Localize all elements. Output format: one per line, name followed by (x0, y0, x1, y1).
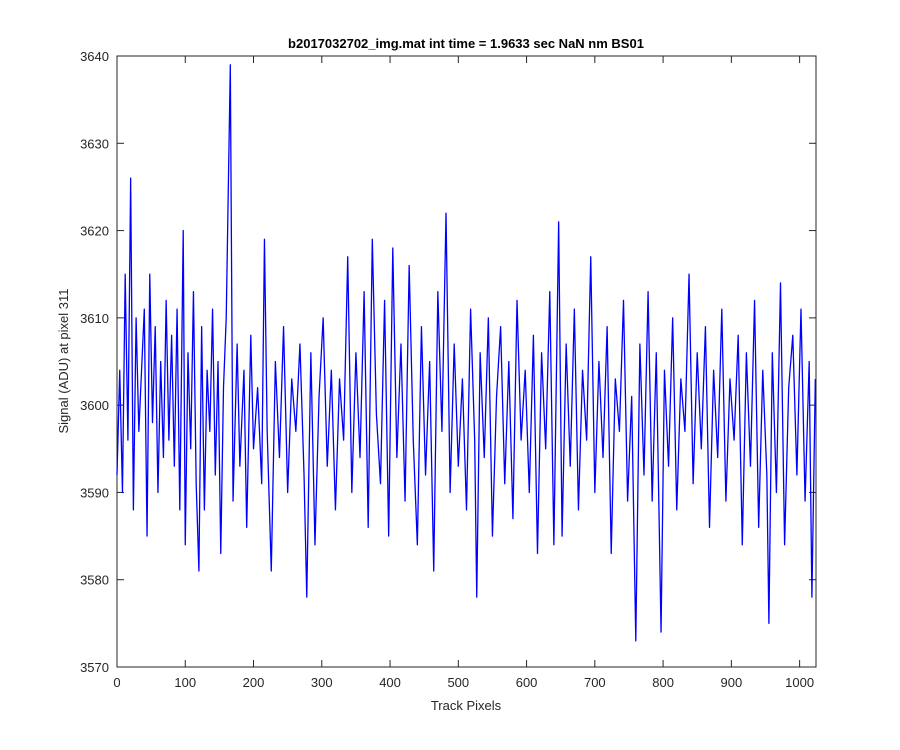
y-axis-label: Signal (ADU) at pixel 311 (56, 289, 71, 434)
x-tick-label: 200 (243, 675, 265, 690)
x-tick-label: 800 (652, 675, 674, 690)
y-tick-label: 3570 (80, 660, 109, 675)
y-tick-label: 3580 (80, 573, 109, 588)
x-tick-label: 400 (379, 675, 401, 690)
y-tick-label: 3600 (80, 398, 109, 413)
x-tick-label: 500 (447, 675, 469, 690)
x-tick-label: 700 (584, 675, 606, 690)
x-tick-label: 300 (311, 675, 333, 690)
x-tick-label: 900 (721, 675, 743, 690)
x-tick-label: 1000 (785, 675, 814, 690)
chart-title: b2017032702_img.mat int time = 1.9633 se… (288, 36, 644, 51)
data-line (116, 64, 816, 642)
y-tick-label: 3630 (80, 136, 109, 151)
plot-area (116, 55, 817, 668)
y-tick-label: 3590 (80, 485, 109, 500)
x-tick-label: 0 (113, 675, 120, 690)
y-tick-label: 3610 (80, 311, 109, 326)
x-tick-label: 600 (516, 675, 538, 690)
x-axis-label: Track Pixels (431, 698, 502, 713)
y-tick-label: 3620 (80, 224, 109, 239)
x-tick-label: 100 (174, 675, 196, 690)
y-tick-label: 3640 (80, 49, 109, 64)
